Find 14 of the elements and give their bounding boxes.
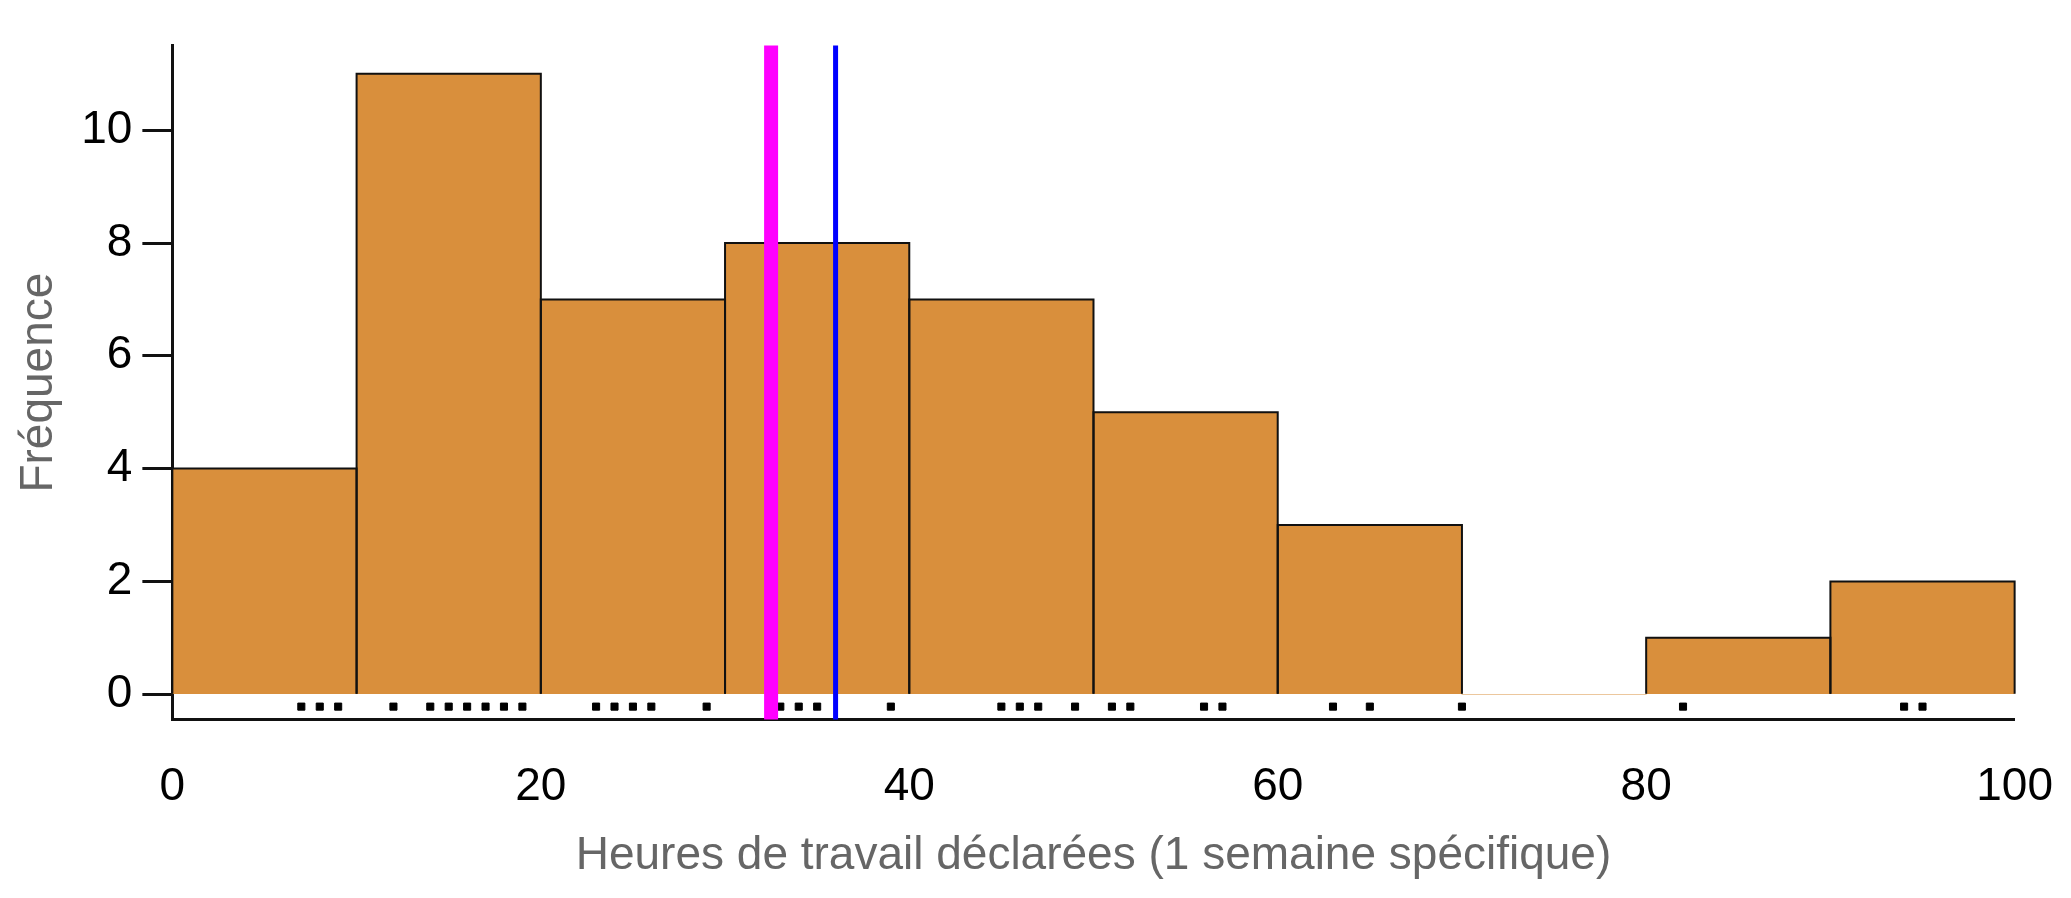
x-tick-label: 60: [1252, 757, 1304, 810]
y-axis-title: Fréquence: [10, 272, 63, 493]
y-tick-label: 8: [106, 213, 133, 266]
y-tick-label: 0: [106, 664, 133, 717]
x-tick-label: 0: [159, 757, 186, 810]
x-tick-label: 80: [1620, 757, 1672, 810]
x-tick-label: 20: [515, 757, 567, 810]
y-tick-label: 2: [106, 552, 133, 605]
x-axis-title: Heures de travail déclarées (1 semaine spécifique): [575, 827, 1612, 880]
y-tick-label: 6: [106, 326, 133, 379]
x-tick-label: 40: [883, 757, 935, 810]
x-tick-label: 100: [1976, 757, 2053, 810]
y-tick-label: 10: [81, 100, 133, 153]
y-tick-label: 4: [106, 439, 133, 492]
